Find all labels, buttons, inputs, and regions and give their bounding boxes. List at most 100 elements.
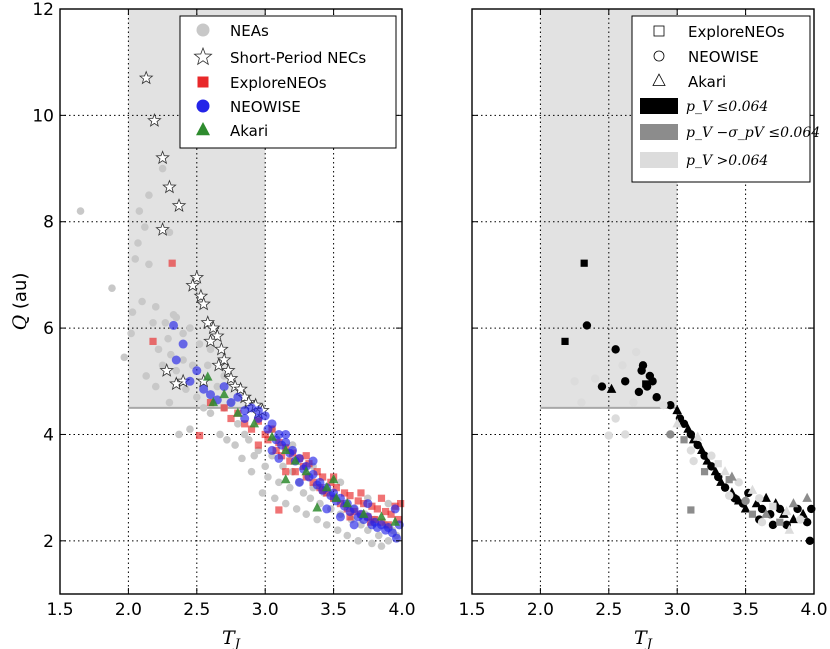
data-point [308,456,318,466]
data-point [335,512,345,522]
data-point [205,390,215,400]
data-point [167,350,175,359]
data-point [652,393,661,402]
data-point [192,366,202,376]
data-point [322,504,332,514]
data-point [226,398,236,408]
data-point [666,401,675,410]
data-point [142,372,150,380]
data-point [216,430,224,439]
data-point [159,362,174,377]
data-point [261,462,270,471]
data-point [281,437,291,447]
data-point [131,255,140,263]
data-point [374,531,383,540]
legend-label: Short-Period NECs [230,49,366,67]
data-point [231,441,239,449]
data-point [147,113,162,127]
data-point [274,429,284,439]
legend-marker [196,121,210,136]
y-tick-label: 6 [43,319,54,339]
data-point [205,320,221,335]
data-point [687,506,695,514]
data-point [161,318,170,327]
data-point [280,474,291,484]
data-point [659,401,668,410]
data-point [377,494,386,502]
data-point [666,430,675,439]
data-point [720,483,730,492]
data-point [267,445,277,455]
legend-marker [196,23,210,37]
data-point [384,537,393,545]
data-point [179,356,187,364]
y-tick-label: 4 [43,425,54,445]
data-point [724,491,734,500]
data-point [134,239,142,247]
data-points [561,259,816,546]
data-point [761,508,771,518]
series-neowise [169,320,404,543]
legend: NEAs Short-Period NECs ExploreNEOs NEOWISE A… [179,15,397,149]
data-point [751,498,762,508]
data-point [219,389,229,399]
data-point [315,477,325,487]
data-point [689,456,698,466]
data-point [185,277,200,292]
x-axis-label: TJ [222,627,241,649]
data-point [267,419,277,429]
data-point [128,308,137,316]
data-point [158,361,167,370]
data-point [328,474,339,484]
left-panel: 1.5 2.0 2.5 3.0 3.5 4.0 2 4 6 8 10 12 Q (au) TJ NEAs Sh… [9,0,416,649]
data-point [376,511,387,521]
right-panel: 1.5 2.0 2.5 3.0 3.5 4.0 TJ ExploreNEOs NEOWISE Ak… [458,8,828,649]
data-point [309,478,317,486]
data-point [680,436,688,444]
data-point [261,430,269,439]
data-point [702,455,713,465]
data-point [292,505,301,513]
data-point [286,483,294,492]
data-point [203,333,218,348]
legend-box [179,15,397,149]
data-point [301,466,312,476]
legend: ExploreNEOs NEOWISE Akari p_V ≤0.064 p_V −σ_… [631,15,820,183]
legend-label: NEOWISE [688,48,759,66]
data-point [127,329,135,338]
data-point [611,345,620,354]
data-point [387,510,395,518]
data-point [154,345,163,354]
data-point [233,392,243,402]
data-point [299,489,308,497]
data-point [748,510,757,518]
data-point [336,499,345,508]
data-point [648,377,657,386]
data-point [740,503,751,513]
legend-marker [193,46,213,66]
data-point [203,361,212,370]
data-point [302,510,311,519]
data-point [162,179,177,194]
data-point [707,462,716,471]
data-point [281,429,291,439]
data-point [357,489,365,497]
data-point [179,329,187,338]
data-point [282,468,290,476]
data-point [373,505,381,513]
data-point [302,452,310,460]
data-point [206,345,215,354]
data-point [253,414,263,423]
legend-label: NEOWISE [230,98,301,116]
y-tick-label: 2 [43,532,54,552]
legend-marker [653,50,665,62]
data-point [629,398,638,407]
data-point [727,471,737,481]
data-point [354,537,363,545]
data-point [145,260,153,269]
data-point [260,411,270,421]
data-point [561,337,569,345]
data-point [775,504,784,514]
data-point [253,406,263,416]
data-point [76,207,85,215]
